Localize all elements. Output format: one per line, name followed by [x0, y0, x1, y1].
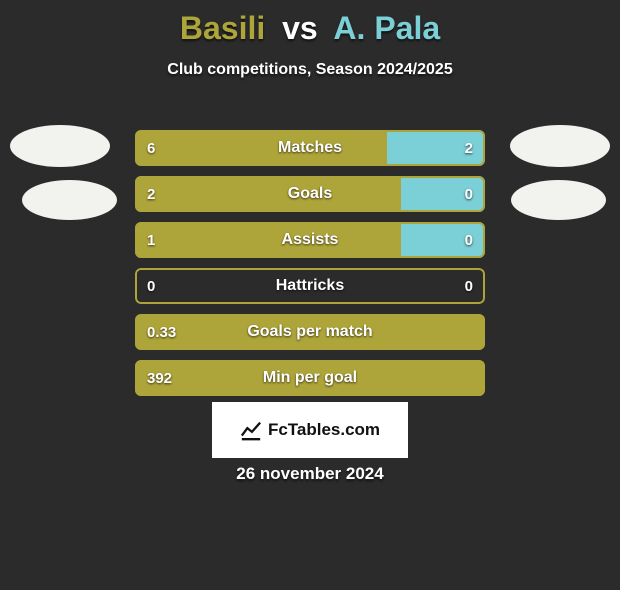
stat-row: 20Goals: [135, 176, 485, 212]
player2-avatar-placeholder: [510, 125, 610, 167]
stat-label: Matches: [135, 130, 485, 166]
stat-label: Goals per match: [135, 314, 485, 350]
player1-avatar-placeholder: [10, 125, 110, 167]
comparison-chart: 62Matches 20Goals 10Assists 00Hattricks 0.33…: [135, 130, 485, 406]
stat-row: 0.33Goals per match: [135, 314, 485, 350]
title-vs: vs: [282, 10, 318, 46]
stat-row: 62Matches: [135, 130, 485, 166]
subtitle: Club competitions, Season 2024/2025: [0, 61, 620, 79]
player1-club-placeholder: [22, 180, 117, 220]
stat-label: Goals: [135, 176, 485, 212]
stat-row: 392Min per goal: [135, 360, 485, 396]
title-player1: Basili: [180, 10, 265, 46]
chart-icon: [240, 419, 262, 441]
stat-row: 10Assists: [135, 222, 485, 258]
page-title: Basili vs A. Pala: [0, 10, 620, 47]
site-badge: FcTables.com: [212, 402, 408, 458]
badge-text: FcTables.com: [268, 420, 380, 440]
stat-row: 00Hattricks: [135, 268, 485, 304]
player2-club-placeholder: [511, 180, 606, 220]
stat-label: Min per goal: [135, 360, 485, 396]
title-player2: A. Pala: [333, 10, 440, 46]
stat-label: Hattricks: [135, 268, 485, 304]
stat-label: Assists: [135, 222, 485, 258]
snapshot-date: 26 november 2024: [0, 464, 620, 484]
